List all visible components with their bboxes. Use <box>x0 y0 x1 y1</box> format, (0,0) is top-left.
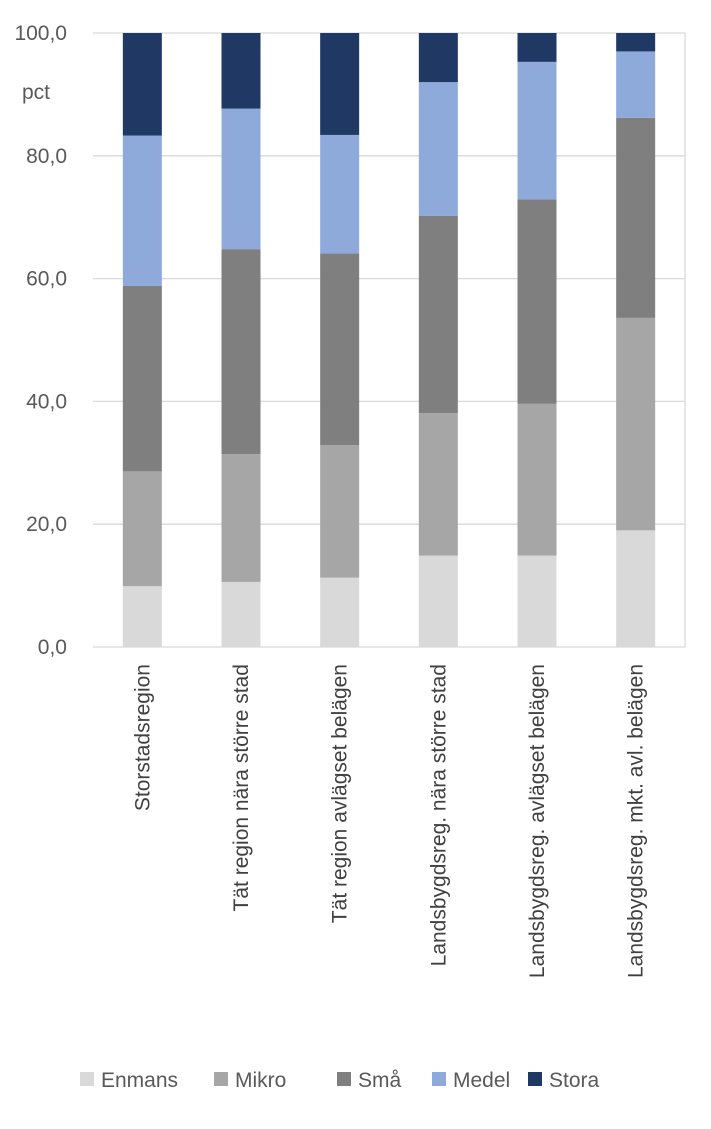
bar-segment-enmans <box>221 581 261 647</box>
category-label: Landsbygdsreg. nära större stad <box>427 664 450 966</box>
bar-segment-mikro <box>517 403 557 556</box>
bar-segment-enmans <box>418 555 458 647</box>
y-tick-label: 80,0 <box>26 145 67 168</box>
bar-segment-små <box>221 249 261 455</box>
legend-label: Medel <box>453 1069 510 1092</box>
bar-segment-mikro <box>616 317 656 531</box>
y-tick-label: 60,0 <box>26 268 67 291</box>
bar-segment-mikro <box>320 444 360 578</box>
y-tick-label: 100,0 <box>14 22 67 45</box>
category-label: Tät region nära större stad <box>230 664 253 911</box>
gridlines <box>93 32 686 648</box>
bar-segment-mikro <box>418 413 458 556</box>
bar-segment-små <box>122 285 162 472</box>
bar-segment-mikro <box>122 471 162 587</box>
legend: Enmans Mikro Små Medel Stora <box>80 1069 600 1092</box>
bar-segment-stora <box>517 33 557 62</box>
bar-segment-enmans <box>122 586 162 647</box>
bar-segment-stora <box>320 33 360 135</box>
bar-segment-mikro <box>221 454 261 582</box>
bar-segment-medel <box>418 82 458 216</box>
category-label: Landsbygdsreg. mkt. avl. belägen <box>625 664 648 978</box>
bar-segment-stora <box>221 33 261 109</box>
y-unit-label: pct <box>22 81 50 104</box>
legend-label: Enmans <box>101 1069 178 1092</box>
bar-segment-stora <box>616 33 656 52</box>
legend-swatch <box>80 1072 94 1086</box>
legend-swatch <box>528 1072 542 1086</box>
legend-label: Stora <box>549 1069 600 1092</box>
legend-swatch <box>432 1072 446 1086</box>
bar-segment-enmans <box>517 555 557 647</box>
category-label: Tät region avlägset belägen <box>329 664 352 923</box>
y-tick-label: 20,0 <box>26 513 67 536</box>
bar-segment-medel <box>616 51 656 118</box>
bar-segment-medel <box>320 134 360 254</box>
legend-swatch <box>214 1072 228 1086</box>
legend-swatch <box>337 1072 351 1086</box>
bar-segment-medel <box>221 108 261 250</box>
bar-segment-enmans <box>320 577 360 647</box>
bar-segment-stora <box>418 33 458 83</box>
bar-segment-enmans <box>616 530 656 647</box>
bars <box>122 33 656 647</box>
bar-segment-stora <box>122 33 162 136</box>
category-labels: Storstadsregion Tät region nära större st… <box>131 664 647 978</box>
bar-segment-medel <box>122 135 162 286</box>
bar-segment-medel <box>517 61 557 200</box>
legend-label: Mikro <box>235 1069 286 1092</box>
y-tick-label: 40,0 <box>26 390 67 413</box>
y-axis: 0,0 20,0 40,0 60,0 80,0 100,0 <box>14 22 67 659</box>
category-label: Storstadsregion <box>131 664 154 811</box>
legend-label: Små <box>358 1069 402 1092</box>
bar-segment-små <box>320 253 360 445</box>
y-tick-label: 0,0 <box>38 636 67 659</box>
bar-segment-små <box>418 215 458 414</box>
bar-segment-små <box>517 199 557 404</box>
category-label: Landsbygdsreg. avlägset belägen <box>526 664 549 978</box>
bar-segment-små <box>616 117 656 318</box>
